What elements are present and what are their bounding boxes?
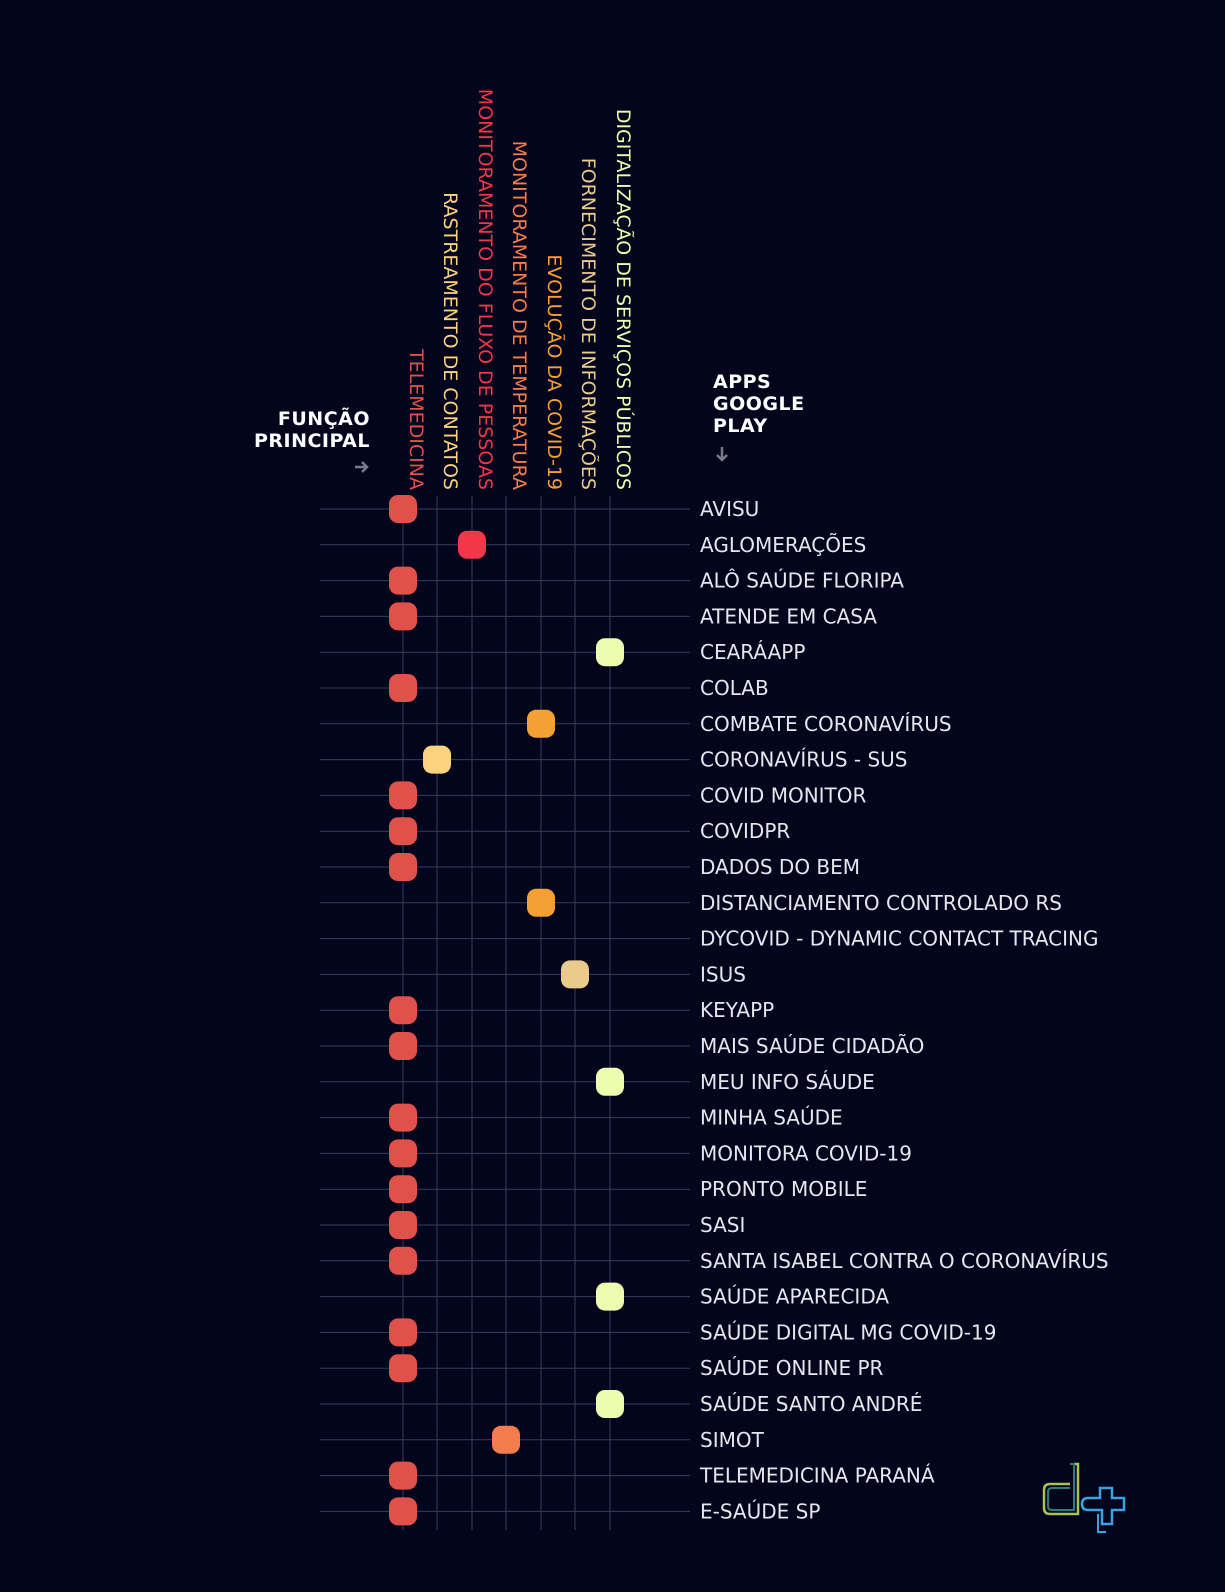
app-label: DYCOVID - DYNAMIC CONTACT TRACING — [700, 927, 1099, 951]
funcao-header-line-1: FUNÇÃO — [277, 408, 370, 430]
app-label: MEU INFO SÁUDE — [700, 1070, 875, 1094]
apps-header-line-3: PLAY — [713, 415, 768, 437]
app-marker — [596, 1067, 624, 1096]
app-label: ALÔ SAÚDE FLORIPA — [700, 569, 904, 593]
app-marker — [389, 1032, 417, 1060]
app-marker — [423, 745, 451, 774]
app-label: MINHA SAÚDE — [700, 1106, 843, 1130]
apps-google-play-header: APPS GOOGLE PLAY — [713, 371, 805, 437]
app-label: SIMOT — [700, 1428, 765, 1452]
app-marker — [389, 781, 417, 810]
vertical-gridlines — [402, 496, 611, 1530]
app-marker — [389, 996, 417, 1025]
app-label: SANTA ISABEL CONTRA O CORONAVÍRUS — [700, 1249, 1109, 1273]
app-marker — [527, 709, 555, 738]
app-marker — [389, 1354, 417, 1383]
app-markers — [389, 495, 624, 1526]
app-label: MAIS SAÚDE CIDADÃO — [700, 1034, 924, 1058]
app-label: COMBATE CORONAVÍRUS — [700, 712, 952, 736]
app-label: SASI — [700, 1213, 745, 1237]
arrow-right-icon — [355, 461, 369, 473]
app-marker — [596, 638, 624, 667]
horizontal-gridlines — [320, 508, 690, 1512]
app-marker — [389, 1318, 417, 1347]
category-label: FORNECIMENTO DE INFORMAÇÕES — [577, 158, 600, 490]
app-marker — [389, 1497, 417, 1526]
category-labels: TELEMEDICINA RASTREAMENTO DE CONTATOS MONI… — [405, 89, 636, 490]
app-label: KEYAPP — [700, 998, 774, 1022]
app-label: COVID MONITOR — [700, 783, 867, 807]
app-label: DADOS DO BEM — [700, 855, 860, 879]
app-marker — [389, 1139, 417, 1168]
category-label: MONITORAMENTO DO FLUXO DE PESSOAS — [474, 89, 496, 490]
app-marker — [389, 1211, 417, 1239]
app-label: SAÚDE ONLINE PR — [700, 1356, 884, 1380]
category-label: RASTREAMENTO DE CONTATOS — [439, 192, 461, 490]
app-marker — [527, 888, 555, 917]
app-label: SAÚDE SANTO ANDRÉ — [700, 1392, 922, 1416]
app-label: SAÚDE DIGITAL MG COVID-19 — [700, 1320, 996, 1344]
app-marker — [389, 1461, 417, 1490]
app-label: CORONAVÍRUS - SUS — [700, 748, 907, 772]
funcao-header-line-2: PRINCIPAL — [253, 430, 370, 452]
app-label: AVISU — [700, 497, 759, 521]
apps-header-line-1: APPS — [713, 371, 772, 393]
category-label: EVOLUÇÃO DA COVID-19 — [543, 254, 566, 490]
app-marker — [492, 1425, 520, 1454]
app-marker — [389, 602, 417, 631]
app-label: CEARÁAPP — [700, 640, 805, 664]
category-label: TELEMEDICINA — [405, 348, 427, 490]
app-label: AGLOMERAÇÕES — [700, 533, 866, 557]
app-label: E-SAÚDE SP — [700, 1499, 820, 1523]
app-marker — [389, 1175, 417, 1204]
app-label: DISTANCIAMENTO CONTROLADO RS — [700, 891, 1062, 915]
app-marker — [389, 817, 417, 846]
app-label: PRONTO MOBILE — [700, 1177, 867, 1201]
app-label: COLAB — [700, 676, 769, 700]
app-label: COVIDPR — [700, 819, 790, 843]
app-marker — [389, 495, 417, 523]
app-label: MONITORA COVID-19 — [700, 1141, 912, 1165]
funcao-principal-header: FUNÇÃO PRINCIPAL — [254, 408, 370, 452]
brand-logo — [1042, 1462, 1126, 1533]
app-label: TELEMEDICINA PARANÁ — [699, 1464, 935, 1488]
apps-header-line-2: GOOGLE — [713, 393, 805, 415]
app-marker — [458, 530, 486, 559]
app-label: ATENDE EM CASA — [700, 604, 877, 628]
category-label: MONITORAMENTO DE TEMPERATURA — [508, 141, 530, 490]
app-marker — [596, 1390, 624, 1418]
app-marker — [561, 960, 589, 989]
app-marker — [596, 1282, 624, 1311]
app-marker — [389, 1103, 417, 1132]
app-marker — [389, 1246, 417, 1275]
arrow-down-icon — [716, 447, 728, 462]
app-marker — [389, 674, 417, 702]
app-label: SAÚDE APARECIDA — [700, 1285, 889, 1309]
app-marker — [389, 566, 417, 595]
category-label: DIGITALIZAÇÃO DE SERVIÇOS PÚBLICOS — [612, 109, 636, 490]
app-label: ISUS — [700, 962, 746, 986]
app-labels: AVISU AGLOMERAÇÕES ALÔ SAÚDE FLORIPA ATENDE… — [699, 497, 1109, 1523]
app-marker — [389, 853, 417, 881]
